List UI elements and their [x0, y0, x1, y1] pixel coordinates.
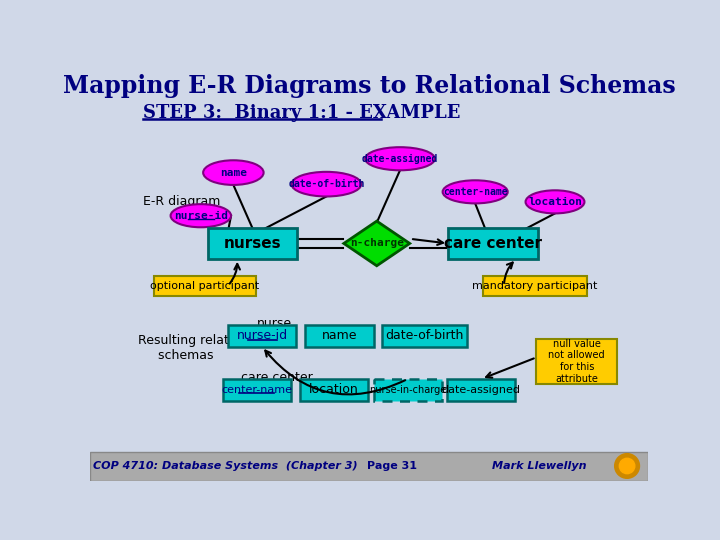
Text: null value
not allowed
for this
attribute: null value not allowed for this attribut… — [549, 339, 605, 383]
FancyBboxPatch shape — [482, 276, 588, 296]
Text: center-name: center-name — [221, 384, 292, 395]
Text: date-of-birth: date-of-birth — [386, 329, 464, 342]
Ellipse shape — [203, 160, 264, 185]
Text: location: location — [528, 197, 582, 207]
Text: nurse-in-charge: nurse-in-charge — [369, 384, 446, 395]
Text: E-R diagram: E-R diagram — [143, 195, 220, 208]
Polygon shape — [344, 221, 410, 266]
Text: center-name: center-name — [443, 187, 508, 197]
Text: name: name — [322, 329, 357, 342]
Text: n-charge: n-charge — [350, 239, 404, 248]
Text: nurse-id: nurse-id — [236, 329, 287, 342]
FancyBboxPatch shape — [222, 379, 291, 401]
Ellipse shape — [526, 190, 585, 213]
FancyBboxPatch shape — [90, 452, 648, 481]
FancyBboxPatch shape — [382, 325, 467, 347]
Text: date-assigned: date-assigned — [442, 384, 521, 395]
Text: STEP 3:  Binary 1:1 - EXAMPLE: STEP 3: Binary 1:1 - EXAMPLE — [143, 104, 460, 122]
Circle shape — [619, 458, 635, 474]
FancyBboxPatch shape — [228, 325, 296, 347]
Ellipse shape — [292, 172, 361, 197]
FancyBboxPatch shape — [305, 325, 374, 347]
FancyBboxPatch shape — [153, 276, 256, 296]
Text: care center: care center — [444, 236, 542, 251]
Text: Resulting relation
     schemas: Resulting relation schemas — [138, 334, 248, 362]
Text: optional participant: optional participant — [150, 281, 259, 291]
FancyBboxPatch shape — [536, 339, 617, 383]
Circle shape — [615, 454, 639, 478]
Ellipse shape — [443, 180, 508, 204]
FancyBboxPatch shape — [449, 228, 538, 259]
Text: name: name — [220, 167, 247, 178]
FancyBboxPatch shape — [208, 228, 297, 259]
Ellipse shape — [365, 147, 435, 170]
Text: location: location — [310, 383, 359, 396]
Text: COP 4710: Database Systems  (Chapter 3): COP 4710: Database Systems (Chapter 3) — [94, 461, 358, 471]
Text: date-of-birth: date-of-birth — [288, 179, 364, 189]
Text: date-assigned: date-assigned — [362, 154, 438, 164]
FancyBboxPatch shape — [374, 379, 442, 401]
Text: Mapping E-R Diagrams to Relational Schemas: Mapping E-R Diagrams to Relational Schem… — [63, 75, 675, 98]
Text: nurse-id: nurse-id — [174, 211, 228, 221]
Text: nurse: nurse — [256, 317, 292, 330]
FancyBboxPatch shape — [300, 379, 368, 401]
Text: nurses: nurses — [224, 236, 282, 251]
Text: Mark Llewellyn: Mark Llewellyn — [492, 461, 587, 471]
Text: care center: care center — [241, 371, 313, 384]
Ellipse shape — [171, 204, 231, 227]
Text: mandatory participant: mandatory participant — [472, 281, 598, 291]
Text: Page 31: Page 31 — [367, 461, 418, 471]
FancyBboxPatch shape — [447, 379, 516, 401]
